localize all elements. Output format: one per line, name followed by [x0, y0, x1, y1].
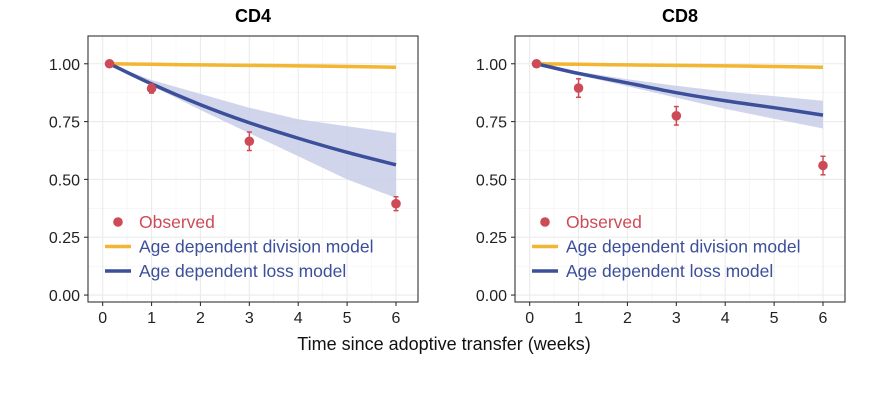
- y-tick-label: 0.75: [49, 115, 80, 132]
- x-tick-label: 0: [525, 310, 534, 327]
- observed-point: [391, 198, 401, 209]
- y-tick-label: 0.25: [49, 230, 80, 247]
- observed-point: [244, 136, 255, 147]
- panel-title: CD4: [235, 6, 271, 26]
- legend-division-label: Age dependent division model: [139, 237, 373, 257]
- x-tick-label: 1: [574, 310, 583, 327]
- legend-loss-label: Age dependent loss model: [566, 261, 773, 281]
- loss-model-line: [536, 62, 824, 117]
- y-tick-label: 1.00: [49, 57, 80, 74]
- y-tick-label: 0.50: [49, 172, 80, 189]
- x-tick-label: 0: [98, 310, 107, 327]
- legend: Observed Age dependent division model Age …: [532, 212, 800, 281]
- x-tick-label: 6: [392, 310, 401, 327]
- y-tick-label: 0.00: [49, 288, 80, 305]
- y-tick-label: 0.00: [476, 288, 507, 305]
- x-tick-label: 5: [770, 310, 779, 327]
- y-tick-label: 0.25: [476, 230, 507, 247]
- panel-cd4: CD4 0.00 0.25 0.50 0.75 1.00 0 1 2 3 4 5 6 Observed Ag…: [49, 6, 419, 327]
- x-tick-label: 3: [245, 310, 254, 327]
- x-tick-label: 5: [343, 310, 352, 327]
- observed-point: [104, 58, 115, 69]
- plot-border: [87, 35, 419, 303]
- legend-observed-key: [540, 217, 550, 227]
- x-tick-label: 2: [196, 310, 205, 327]
- observed-point: [818, 160, 828, 171]
- observed-point: [671, 111, 682, 121]
- x-tick-label: 2: [623, 310, 632, 327]
- legend-observed-label: Observed: [139, 212, 215, 232]
- panel-title: CD8: [662, 6, 698, 26]
- plot-border: [514, 35, 846, 303]
- observed-point: [146, 83, 157, 94]
- y-tick-label: 0.75: [476, 115, 507, 132]
- legend-observed-key: [113, 217, 123, 227]
- legend: Observed Age dependent division model Age …: [105, 212, 373, 281]
- x-axis-label: Time since adoptive transfer (weeks): [297, 334, 591, 354]
- x-tick-label: 6: [819, 310, 828, 327]
- observed-point: [531, 58, 542, 69]
- plot-background: [515, 36, 845, 302]
- legend-observed-label: Observed: [566, 212, 642, 232]
- legend-division-label: Age dependent division model: [566, 237, 800, 257]
- y-tick-label: 0.50: [476, 172, 507, 189]
- x-tick-label: 3: [672, 310, 681, 327]
- division-model-line: [109, 62, 397, 69]
- x-tick-label: 4: [294, 310, 303, 327]
- x-tick-label: 4: [721, 310, 730, 327]
- chart-canvas: CD4 0.00 0.25 0.50 0.75 1.00 0 1 2 3 4 5 6 Observed Ag…: [49, 6, 846, 327]
- division-model-line: [536, 62, 824, 69]
- x-tick-label: 1: [147, 310, 156, 327]
- observed-point: [573, 83, 584, 93]
- y-tick-label: 1.00: [476, 57, 507, 74]
- panel-cd8: CD8 0.00 0.25 0.50 0.75 1.00 0 1 2 3 4 5 6 Observed Ag…: [476, 6, 846, 327]
- legend-loss-label: Age dependent loss model: [139, 261, 346, 281]
